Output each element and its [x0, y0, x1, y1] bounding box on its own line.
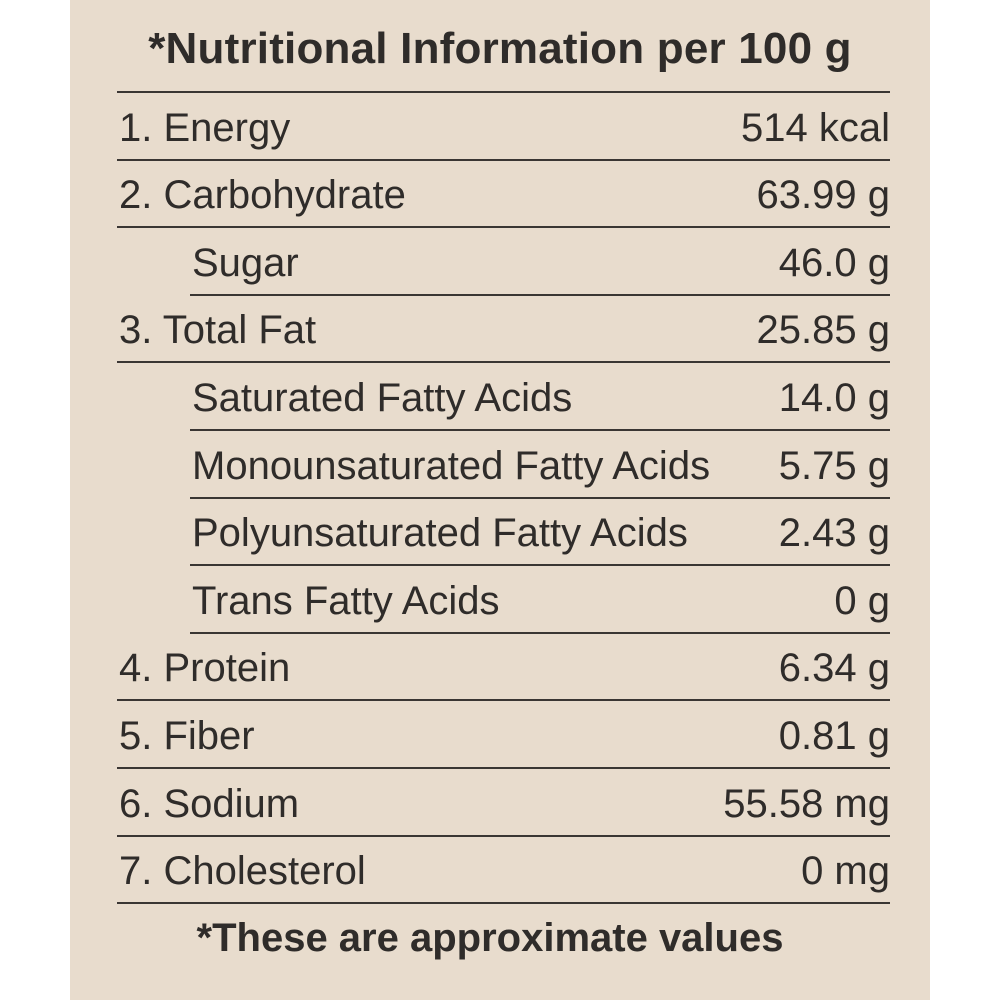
nutrient-label: Polyunsaturated Fatty Acids [192, 511, 688, 556]
sub-nutrient-row: Polyunsaturated Fatty Acids 2.43 g [190, 499, 890, 567]
nutrient-row: 6. Sodium 55.58 mg [117, 769, 890, 837]
nutrient-row: 7. Cholesterol 0 mg [117, 837, 890, 905]
nutrient-row: 4. Protein 6.34 g [117, 634, 890, 702]
nutrient-label: Saturated Fatty Acids [192, 375, 573, 420]
sub-nutrient-row: Trans Fatty Acids 0 g [190, 566, 890, 634]
nutrient-row: 1. Energy 514 kcal [117, 93, 890, 161]
nutrient-value: 5.75 g [778, 443, 890, 488]
rule [117, 91, 890, 93]
sub-nutrient-row: Saturated Fatty Acids 14.0 g [190, 363, 890, 431]
nutrient-label: 4. Protein [119, 646, 291, 691]
nutrient-value: 0 g [834, 578, 890, 623]
nutrient-label: Trans Fatty Acids [192, 578, 500, 623]
nutrient-value: 25.85 g [756, 308, 890, 353]
nutrient-label: Sugar [192, 240, 299, 285]
nutrient-value: 14.0 g [778, 375, 890, 420]
sub-nutrient-row: Monounsaturated Fatty Acids 5.75 g [190, 431, 890, 499]
nutrient-row: 5. Fiber 0.81 g [117, 701, 890, 769]
nutrient-row: 3. Total Fat 25.85 g [117, 296, 890, 364]
nutrient-label: 1. Energy [119, 105, 291, 150]
label-panel: *Nutritional Information per 100 g 1. En… [70, 0, 930, 1000]
nutrient-value: 0 mg [801, 849, 890, 894]
nutrient-value: 0.81 g [778, 713, 890, 758]
nutrient-value: 46.0 g [778, 240, 890, 285]
nutrient-row: 2. Carbohydrate 63.99 g [117, 161, 890, 229]
nutrient-value: 6.34 g [778, 646, 890, 691]
nutrient-label: 5. Fiber [119, 713, 255, 758]
nutrient-label: 7. Cholesterol [119, 849, 366, 894]
nutrient-label: 2. Carbohydrate [119, 173, 406, 218]
footnote: *These are approximate values [196, 916, 784, 960]
nutrient-value: 2.43 g [778, 511, 890, 556]
nutrient-value: 63.99 g [756, 173, 890, 218]
nutrient-label: 3. Total Fat [119, 308, 317, 353]
nutrient-label: 6. Sodium [119, 781, 300, 826]
nutrient-label: Monounsaturated Fatty Acids [192, 443, 711, 488]
nutrient-value: 514 kcal [741, 105, 890, 150]
title: *Nutritional Information per 100 g [148, 24, 852, 73]
nutrient-value: 55.58 mg [723, 781, 890, 826]
sub-nutrient-row: Sugar 46.0 g [190, 228, 890, 296]
